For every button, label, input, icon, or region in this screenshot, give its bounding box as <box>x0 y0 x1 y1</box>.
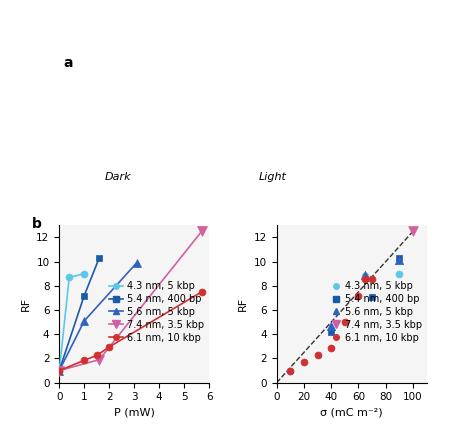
Y-axis label: RF: RF <box>238 297 248 311</box>
Point <box>286 367 294 374</box>
Text: (Schematic diagram): (Schematic diagram) <box>191 115 294 125</box>
Point <box>328 329 335 335</box>
Point <box>362 273 369 280</box>
Text: a: a <box>63 56 73 70</box>
Point <box>314 351 321 358</box>
Point <box>341 319 348 326</box>
Point <box>368 293 376 300</box>
Point <box>300 359 308 366</box>
Point <box>362 271 369 278</box>
X-axis label: P (mW): P (mW) <box>114 408 155 418</box>
Point <box>286 367 294 374</box>
Legend: 4.3 nm, 5 kbp, 5.4 nm, 400 bp, 5.6 nm, 5 kbp, 7.4 nm, 3.5 kbp, 6.1 nm, 10 kbp: 4.3 nm, 5 kbp, 5.4 nm, 400 bp, 5.6 nm, 5… <box>106 278 207 346</box>
Point <box>395 270 403 277</box>
Text: Light: Light <box>258 172 286 181</box>
Text: Dark: Dark <box>105 172 131 181</box>
Point <box>362 275 369 282</box>
Legend: 4.3 nm, 5 kbp, 5.4 nm, 400 bp, 5.6 nm, 5 kbp, 7.4 nm, 3.5 kbp, 6.1 nm, 10 kbp: 4.3 nm, 5 kbp, 5.4 nm, 400 bp, 5.6 nm, 5… <box>328 278 425 346</box>
Point <box>395 257 403 264</box>
X-axis label: σ (mC m⁻²): σ (mC m⁻²) <box>320 408 383 418</box>
Text: b: b <box>32 218 42 231</box>
Point <box>368 275 376 282</box>
Point <box>328 322 335 329</box>
Point <box>328 344 335 351</box>
Point <box>409 228 417 235</box>
Point <box>355 292 362 299</box>
Point <box>395 255 403 261</box>
Y-axis label: RF: RF <box>21 297 31 311</box>
